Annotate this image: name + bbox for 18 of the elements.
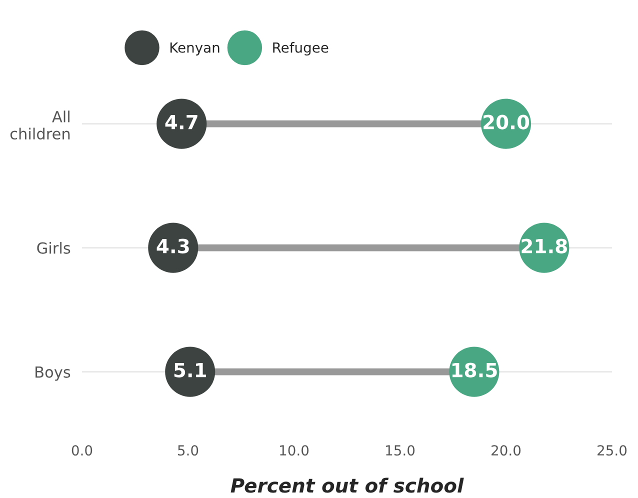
- y-tick-label: All children: [10, 110, 70, 140]
- x-tick-label: 10.0: [280, 445, 309, 456]
- legend-label: Refugee: [273, 42, 328, 56]
- data-label: 4.3: [156, 238, 189, 254]
- x-tick-label: 5.0: [178, 445, 198, 456]
- data-label: 21.8: [522, 238, 567, 254]
- x-tick-label: 20.0: [492, 445, 521, 456]
- x-tick-label: 25.0: [598, 445, 627, 456]
- x-tick-label: 0.0: [72, 445, 92, 456]
- data-label: 18.5: [452, 362, 497, 378]
- x-tick-label: 15.0: [386, 445, 415, 456]
- data-label: 20.0: [484, 114, 530, 130]
- y-tick-label: Girls: [37, 242, 70, 254]
- x-axis-title: Percent out of school: [230, 478, 464, 493]
- legend-label: Kenyan: [170, 42, 220, 56]
- data-label: 4.7: [165, 114, 198, 130]
- data-label: 5.1: [174, 362, 206, 378]
- y-tick-label: Boys: [36, 366, 70, 381]
